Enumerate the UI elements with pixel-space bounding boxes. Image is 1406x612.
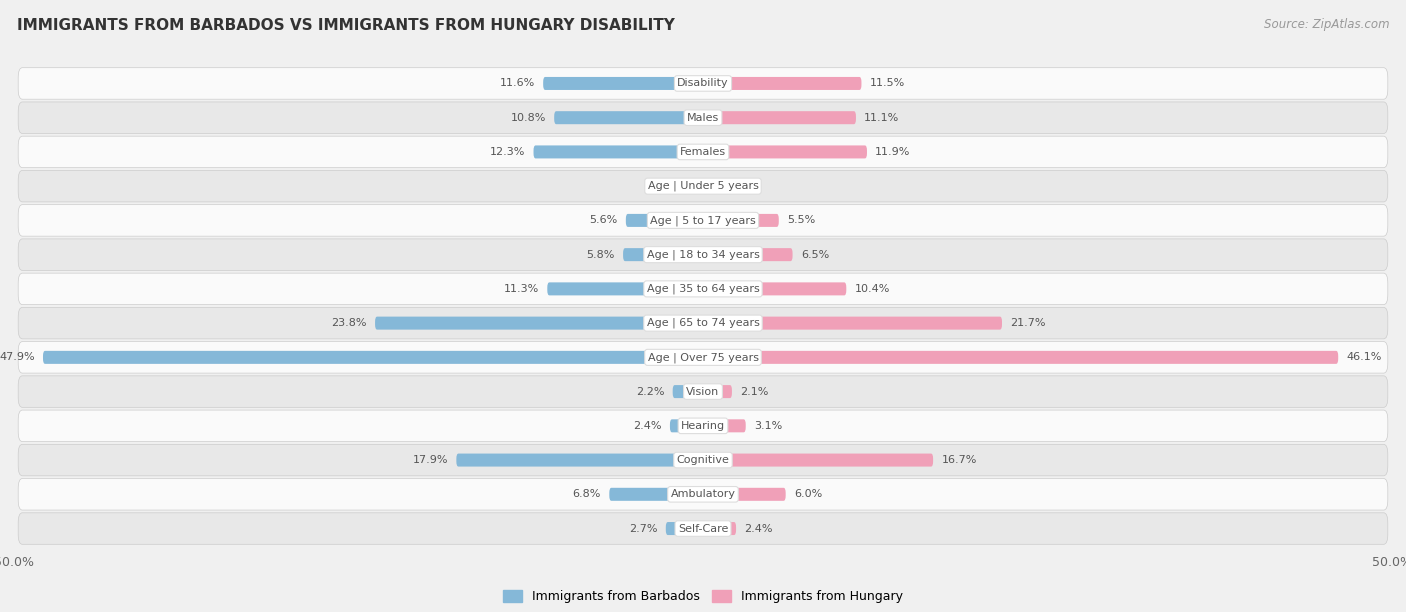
Text: Age | Under 5 years: Age | Under 5 years (648, 181, 758, 192)
Text: 47.9%: 47.9% (0, 353, 35, 362)
FancyBboxPatch shape (18, 410, 1388, 442)
FancyBboxPatch shape (18, 273, 1388, 305)
Legend: Immigrants from Barbados, Immigrants from Hungary: Immigrants from Barbados, Immigrants fro… (498, 585, 908, 608)
Text: 11.3%: 11.3% (503, 284, 538, 294)
Text: 11.5%: 11.5% (870, 78, 905, 89)
Text: 2.4%: 2.4% (633, 421, 662, 431)
Text: Vision: Vision (686, 387, 720, 397)
FancyBboxPatch shape (18, 170, 1388, 202)
FancyBboxPatch shape (18, 102, 1388, 133)
FancyBboxPatch shape (703, 111, 856, 124)
FancyBboxPatch shape (666, 522, 703, 535)
FancyBboxPatch shape (703, 316, 1002, 330)
Text: 5.6%: 5.6% (589, 215, 617, 225)
FancyBboxPatch shape (669, 419, 703, 432)
FancyBboxPatch shape (703, 419, 745, 432)
Text: 21.7%: 21.7% (1011, 318, 1046, 328)
FancyBboxPatch shape (18, 341, 1388, 373)
FancyBboxPatch shape (18, 307, 1388, 339)
Text: Disability: Disability (678, 78, 728, 89)
FancyBboxPatch shape (703, 488, 786, 501)
Text: 10.8%: 10.8% (510, 113, 546, 122)
Text: Self-Care: Self-Care (678, 523, 728, 534)
FancyBboxPatch shape (457, 453, 703, 466)
FancyBboxPatch shape (18, 204, 1388, 236)
Text: 17.9%: 17.9% (412, 455, 449, 465)
Text: Source: ZipAtlas.com: Source: ZipAtlas.com (1264, 18, 1389, 31)
Text: 16.7%: 16.7% (942, 455, 977, 465)
FancyBboxPatch shape (609, 488, 703, 501)
FancyBboxPatch shape (18, 136, 1388, 168)
Text: Females: Females (681, 147, 725, 157)
Text: Hearing: Hearing (681, 421, 725, 431)
FancyBboxPatch shape (689, 180, 703, 193)
Text: Males: Males (688, 113, 718, 122)
Text: 6.8%: 6.8% (572, 490, 600, 499)
FancyBboxPatch shape (18, 239, 1388, 271)
FancyBboxPatch shape (554, 111, 703, 124)
Text: 11.1%: 11.1% (865, 113, 900, 122)
FancyBboxPatch shape (18, 479, 1388, 510)
Text: Age | 18 to 34 years: Age | 18 to 34 years (647, 250, 759, 260)
Text: Age | Over 75 years: Age | Over 75 years (648, 352, 758, 362)
FancyBboxPatch shape (703, 77, 862, 90)
FancyBboxPatch shape (703, 214, 779, 227)
Text: 10.4%: 10.4% (855, 284, 890, 294)
Text: Ambulatory: Ambulatory (671, 490, 735, 499)
FancyBboxPatch shape (703, 385, 733, 398)
Text: 2.2%: 2.2% (636, 387, 665, 397)
Text: 5.8%: 5.8% (586, 250, 614, 259)
FancyBboxPatch shape (375, 316, 703, 330)
FancyBboxPatch shape (18, 68, 1388, 99)
FancyBboxPatch shape (18, 444, 1388, 476)
Text: 6.0%: 6.0% (794, 490, 823, 499)
FancyBboxPatch shape (44, 351, 703, 364)
FancyBboxPatch shape (703, 453, 934, 466)
Text: 2.4%: 2.4% (744, 523, 773, 534)
Text: 12.3%: 12.3% (489, 147, 526, 157)
Text: 2.1%: 2.1% (740, 387, 769, 397)
Text: 46.1%: 46.1% (1347, 353, 1382, 362)
Text: 1.4%: 1.4% (731, 181, 759, 191)
FancyBboxPatch shape (623, 248, 703, 261)
Text: 6.5%: 6.5% (801, 250, 830, 259)
FancyBboxPatch shape (672, 385, 703, 398)
FancyBboxPatch shape (703, 248, 793, 261)
FancyBboxPatch shape (533, 146, 703, 159)
Text: Age | 65 to 74 years: Age | 65 to 74 years (647, 318, 759, 329)
Text: 2.7%: 2.7% (628, 523, 658, 534)
FancyBboxPatch shape (703, 351, 1339, 364)
FancyBboxPatch shape (18, 513, 1388, 544)
Text: 5.5%: 5.5% (787, 215, 815, 225)
FancyBboxPatch shape (547, 282, 703, 296)
FancyBboxPatch shape (703, 282, 846, 296)
Text: 0.97%: 0.97% (645, 181, 682, 191)
FancyBboxPatch shape (703, 180, 723, 193)
FancyBboxPatch shape (543, 77, 703, 90)
Text: Age | 35 to 64 years: Age | 35 to 64 years (647, 283, 759, 294)
Text: Age | 5 to 17 years: Age | 5 to 17 years (650, 215, 756, 226)
Text: 23.8%: 23.8% (332, 318, 367, 328)
Text: 11.9%: 11.9% (875, 147, 911, 157)
Text: 11.6%: 11.6% (499, 78, 534, 89)
Text: Cognitive: Cognitive (676, 455, 730, 465)
FancyBboxPatch shape (703, 146, 868, 159)
Text: IMMIGRANTS FROM BARBADOS VS IMMIGRANTS FROM HUNGARY DISABILITY: IMMIGRANTS FROM BARBADOS VS IMMIGRANTS F… (17, 18, 675, 34)
Text: 3.1%: 3.1% (754, 421, 782, 431)
FancyBboxPatch shape (18, 376, 1388, 408)
FancyBboxPatch shape (626, 214, 703, 227)
FancyBboxPatch shape (703, 522, 737, 535)
